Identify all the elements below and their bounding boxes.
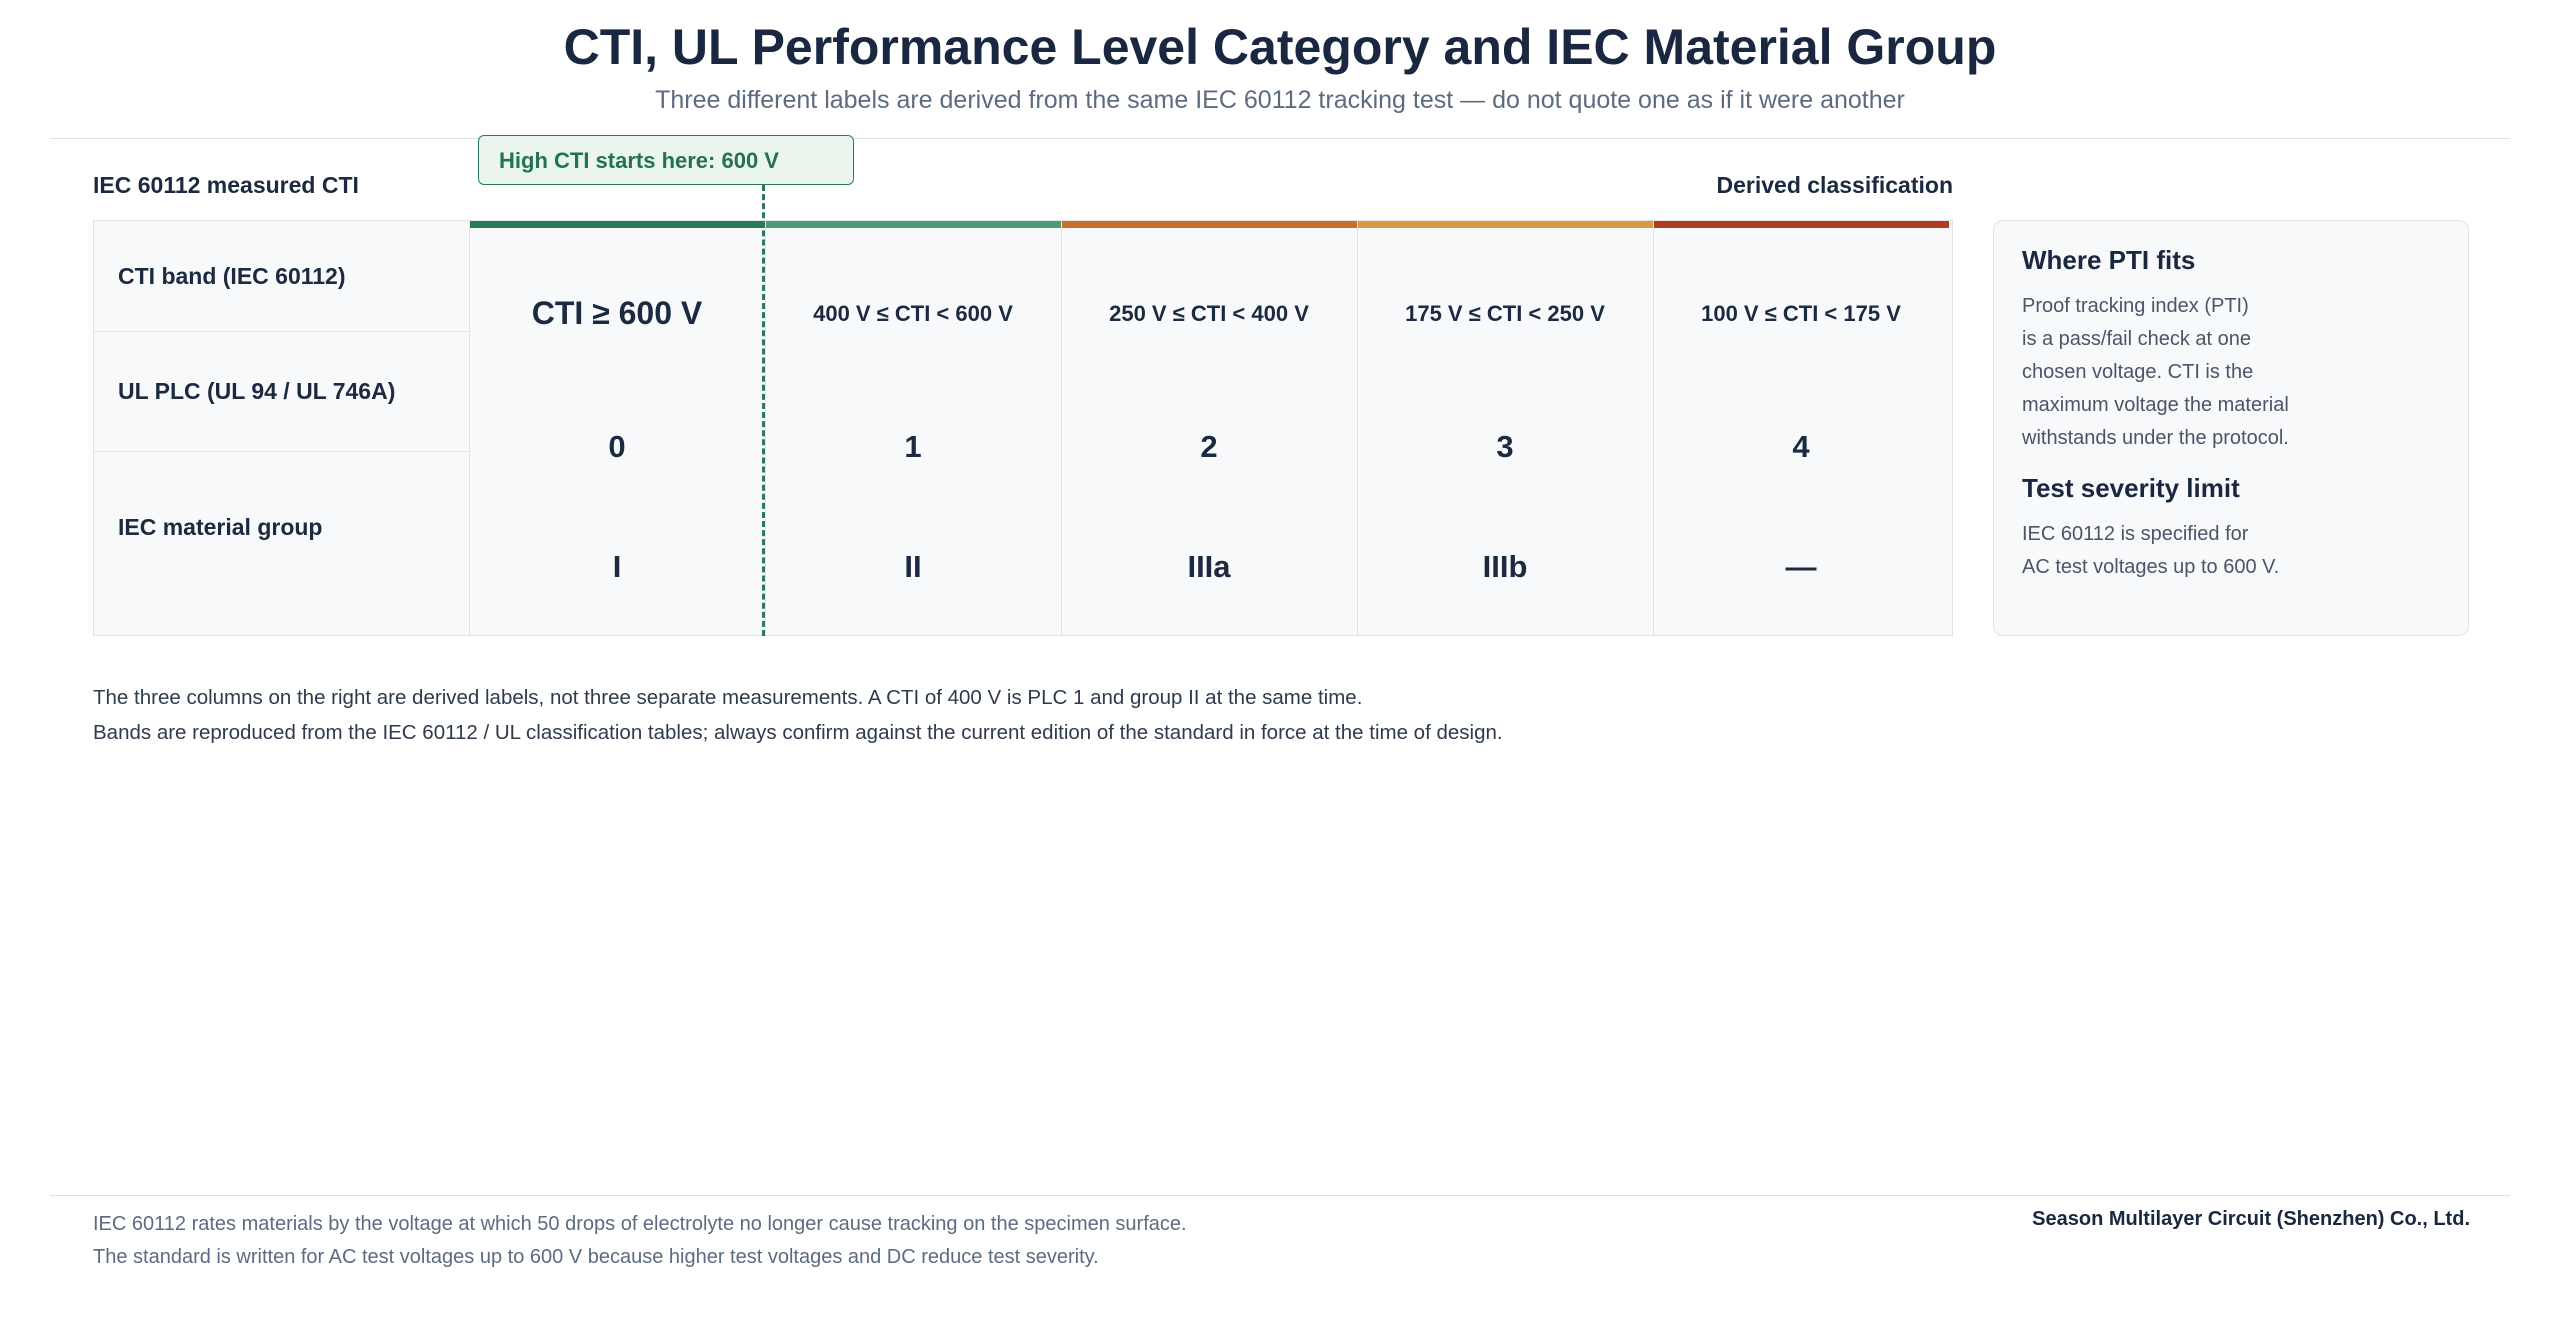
- column-separator: [765, 221, 766, 635]
- band-color-bar: [1061, 221, 1357, 228]
- band-color-bar: [1357, 221, 1653, 228]
- iec-group-value: IIIa: [1187, 549, 1231, 584]
- row-header-ul-plc: UL PLC (UL 94 / UL 746A): [94, 332, 470, 452]
- band-color-bar: [469, 221, 765, 228]
- cti-band-label: 400 V ≤ CTI < 600 V: [813, 301, 1013, 326]
- iec-group-value: —: [1785, 549, 1817, 584]
- band-color-bar: [765, 221, 1061, 228]
- band-color-bar: [1653, 221, 1949, 228]
- pti-text: Proof tracking index (PTI) is a pass/fai…: [2022, 295, 2289, 449]
- ul-plc-value: 1: [904, 429, 922, 464]
- side-panel: Where PTI fits Proof tracking index (PTI…: [1993, 220, 2469, 636]
- cti-band-label: CTI ≥ 600 V: [531, 295, 703, 331]
- note-line: Bands are reproduced from the IEC 60112 …: [93, 721, 1503, 744]
- column-separator: [469, 221, 470, 635]
- iec-group-value: I: [612, 549, 622, 584]
- cti-band-label: 175 V ≤ CTI < 250 V: [1405, 301, 1605, 326]
- footer-notes: IEC 60112 rates materials by the voltage…: [93, 1208, 1187, 1274]
- header-divider: [50, 138, 2510, 139]
- page-subtitle: Three different labels are derived from …: [655, 86, 1905, 114]
- derived-axis-label: Derived classification: [1716, 172, 1954, 198]
- note-line: The three columns on the right are deriv…: [93, 686, 1363, 709]
- ul-plc-value: 2: [1200, 429, 1218, 464]
- column-separator: [1653, 221, 1654, 635]
- page-title: CTI, UL Performance Level Category and I…: [563, 19, 1997, 75]
- high-cti-threshold-line: [762, 185, 765, 636]
- severity-text: IEC 60112 is specified for AC test volta…: [2022, 523, 2280, 578]
- column-separator: [1061, 221, 1062, 635]
- high-cti-callout: High CTI starts here: 600 V: [478, 135, 854, 185]
- cti-band-label: 100 V ≤ CTI < 175 V: [1701, 301, 1901, 326]
- company-name: Season Multilayer Circuit (Shenzhen) Co.…: [2032, 1208, 2470, 1230]
- ul-plc-value: 0: [608, 429, 626, 464]
- footer-line: The standard is written for AC test volt…: [93, 1246, 1099, 1268]
- row-header-cti-band: CTI band (IEC 60112): [94, 221, 470, 332]
- cti-band-label: 250 V ≤ CTI < 400 V: [1109, 301, 1309, 326]
- pti-heading: Where PTI fits: [2022, 245, 2196, 275]
- classification-table: CTI band (IEC 60112) UL PLC (UL 94 / UL …: [93, 220, 1953, 636]
- ul-plc-value: 4: [1792, 429, 1810, 464]
- iec-group-value: IIIb: [1482, 549, 1528, 584]
- row-header-iec-group: IEC material group: [118, 513, 323, 540]
- column-separator: [1357, 221, 1358, 635]
- footer-line: IEC 60112 rates materials by the voltage…: [93, 1213, 1187, 1235]
- footer-divider: [50, 1195, 2510, 1196]
- notes: The three columns on the right are deriv…: [93, 680, 1503, 750]
- ul-plc-value: 3: [1496, 429, 1514, 464]
- measured-axis-label: IEC 60112 measured CTI: [93, 172, 359, 198]
- iec-group-value: II: [904, 549, 922, 584]
- severity-heading: Test severity limit: [2022, 473, 2240, 503]
